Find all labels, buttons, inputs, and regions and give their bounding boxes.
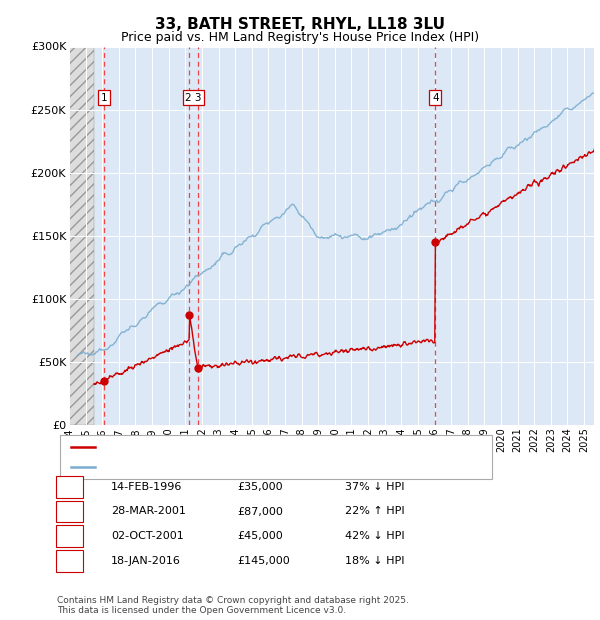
Text: 28-MAR-2001: 28-MAR-2001 bbox=[111, 507, 186, 516]
Text: Contains HM Land Registry data © Crown copyright and database right 2025.
This d: Contains HM Land Registry data © Crown c… bbox=[57, 596, 409, 615]
Text: 42% ↓ HPI: 42% ↓ HPI bbox=[345, 531, 404, 541]
Text: 1: 1 bbox=[66, 482, 73, 492]
Text: 18-JAN-2016: 18-JAN-2016 bbox=[111, 556, 181, 566]
Text: 1: 1 bbox=[101, 92, 107, 102]
Text: 37% ↓ HPI: 37% ↓ HPI bbox=[345, 482, 404, 492]
Text: £35,000: £35,000 bbox=[237, 482, 283, 492]
Text: 18% ↓ HPI: 18% ↓ HPI bbox=[345, 556, 404, 566]
Text: 02-OCT-2001: 02-OCT-2001 bbox=[111, 531, 184, 541]
Text: 4: 4 bbox=[66, 556, 73, 566]
Text: £45,000: £45,000 bbox=[237, 531, 283, 541]
Text: 33, BATH STREET, RHYL, LL18 3LU: 33, BATH STREET, RHYL, LL18 3LU bbox=[155, 17, 445, 32]
Text: 3: 3 bbox=[66, 531, 73, 541]
Bar bbox=[69, 46, 94, 425]
Text: 4: 4 bbox=[432, 92, 439, 102]
Text: 2 3: 2 3 bbox=[185, 92, 202, 102]
Text: 33, BATH STREET, RHYL, LL18 3LU (detached house): 33, BATH STREET, RHYL, LL18 3LU (detache… bbox=[101, 441, 373, 452]
Text: Price paid vs. HM Land Registry's House Price Index (HPI): Price paid vs. HM Land Registry's House … bbox=[121, 31, 479, 44]
Text: 14-FEB-1996: 14-FEB-1996 bbox=[111, 482, 182, 492]
Text: £87,000: £87,000 bbox=[237, 507, 283, 516]
Text: 22% ↑ HPI: 22% ↑ HPI bbox=[345, 507, 404, 516]
Text: HPI: Average price, detached house, Denbighshire: HPI: Average price, detached house, Denb… bbox=[101, 462, 363, 472]
Text: 2: 2 bbox=[66, 507, 73, 516]
Text: £145,000: £145,000 bbox=[237, 556, 290, 566]
